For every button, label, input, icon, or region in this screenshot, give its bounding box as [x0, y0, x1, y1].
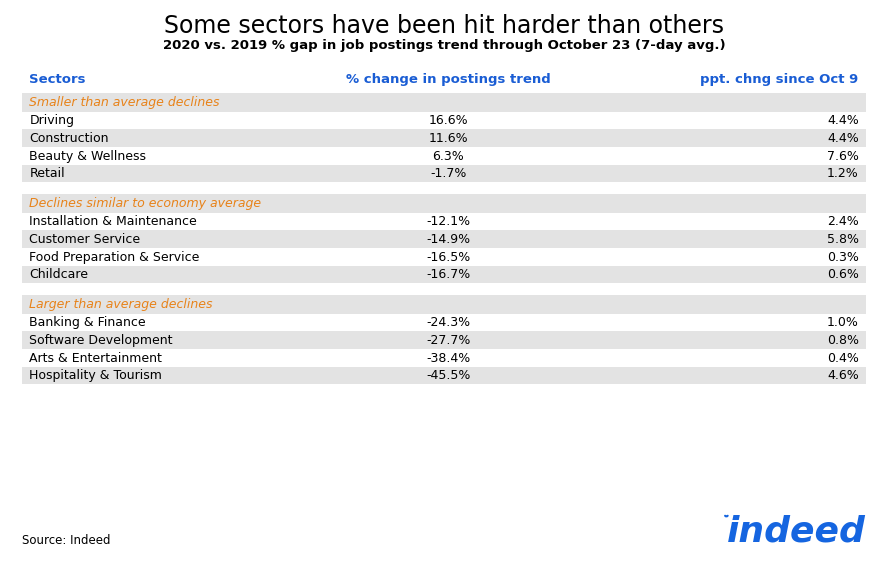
Text: -24.3%: -24.3% [426, 316, 471, 329]
Bar [22, 331, 866, 349]
Bar [22, 265, 866, 283]
Text: Food Preparation & Service: Food Preparation & Service [29, 251, 200, 264]
Text: 7.6%: 7.6% [827, 150, 859, 163]
Text: -12.1%: -12.1% [426, 215, 471, 228]
Text: 0.6%: 0.6% [827, 269, 859, 282]
Text: 5.8%: 5.8% [827, 233, 859, 246]
Text: Source: Indeed: Source: Indeed [22, 534, 111, 547]
Bar [22, 295, 866, 314]
Text: 0.8%: 0.8% [827, 334, 859, 347]
Bar [22, 165, 866, 182]
Text: Arts & Entertainment: Arts & Entertainment [29, 352, 163, 365]
Text: 6.3%: 6.3% [432, 150, 464, 163]
Text: 4.6%: 4.6% [827, 369, 859, 383]
Text: -16.5%: -16.5% [426, 251, 471, 264]
Text: 4.4%: 4.4% [827, 114, 859, 127]
Text: Hospitality & Tourism: Hospitality & Tourism [29, 369, 163, 383]
Bar [22, 248, 866, 265]
Bar [22, 283, 866, 295]
Text: 4.4%: 4.4% [827, 132, 859, 145]
Text: Declines similar to economy average: Declines similar to economy average [29, 197, 261, 210]
Bar [22, 349, 866, 367]
Text: Some sectors have been hit harder than others: Some sectors have been hit harder than o… [164, 14, 724, 38]
Text: Installation & Maintenance: Installation & Maintenance [29, 215, 197, 228]
Text: % change in postings trend: % change in postings trend [346, 73, 551, 86]
Text: Retail: Retail [29, 168, 65, 181]
Text: Construction: Construction [29, 132, 109, 145]
Text: Banking & Finance: Banking & Finance [29, 316, 146, 329]
Text: indeed: indeed [727, 514, 866, 549]
Text: -16.7%: -16.7% [426, 269, 471, 282]
Text: ppt. chng since Oct 9: ppt. chng since Oct 9 [701, 73, 859, 86]
Bar [22, 314, 866, 331]
Text: Driving: Driving [29, 114, 75, 127]
Bar [22, 112, 866, 130]
Text: 16.6%: 16.6% [429, 114, 468, 127]
Bar [22, 367, 866, 384]
Text: -38.4%: -38.4% [426, 352, 471, 365]
Bar [22, 213, 866, 231]
Text: Childcare: Childcare [29, 269, 88, 282]
Text: -1.7%: -1.7% [431, 168, 466, 181]
Text: 1.2%: 1.2% [827, 168, 859, 181]
Text: -27.7%: -27.7% [426, 334, 471, 347]
Text: 2020 vs. 2019 % gap in job postings trend through October 23 (7-day avg.): 2020 vs. 2019 % gap in job postings tren… [163, 39, 725, 52]
Bar [22, 130, 866, 147]
Text: Beauty & Wellness: Beauty & Wellness [29, 150, 147, 163]
Text: 11.6%: 11.6% [429, 132, 468, 145]
Text: 0.4%: 0.4% [827, 352, 859, 365]
Bar [22, 194, 866, 213]
Bar [22, 147, 866, 165]
Bar [22, 93, 866, 112]
Text: Software Development: Software Development [29, 334, 173, 347]
Text: 0.3%: 0.3% [827, 251, 859, 264]
Text: 2.4%: 2.4% [827, 215, 859, 228]
Text: -14.9%: -14.9% [426, 233, 471, 246]
Bar [22, 231, 866, 248]
Text: Larger than average declines: Larger than average declines [29, 298, 213, 311]
Text: Smaller than average declines: Smaller than average declines [29, 96, 220, 109]
Text: -45.5%: -45.5% [426, 369, 471, 383]
Text: Sectors: Sectors [29, 73, 86, 86]
Text: 1.0%: 1.0% [827, 316, 859, 329]
Text: Customer Service: Customer Service [29, 233, 140, 246]
Bar [22, 182, 866, 194]
